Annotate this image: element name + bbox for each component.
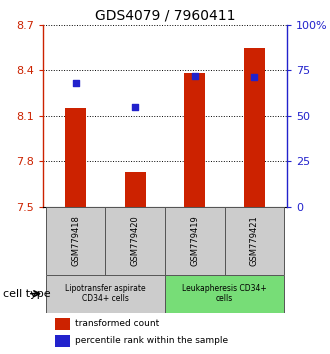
Bar bbox=[244, 47, 265, 206]
Text: percentile rank within the sample: percentile rank within the sample bbox=[75, 337, 228, 346]
Text: GSM779418: GSM779418 bbox=[71, 215, 80, 266]
Title: GDS4079 / 7960411: GDS4079 / 7960411 bbox=[95, 8, 235, 22]
Bar bbox=[65, 108, 86, 206]
Text: transformed count: transformed count bbox=[75, 319, 159, 329]
Bar bbox=[46, 206, 106, 275]
Text: GSM779420: GSM779420 bbox=[131, 215, 140, 266]
Bar bbox=[184, 73, 205, 206]
Text: cell type: cell type bbox=[3, 289, 51, 299]
Bar bbox=[55, 335, 70, 347]
Text: GSM779421: GSM779421 bbox=[250, 215, 259, 266]
Point bbox=[73, 80, 78, 86]
Bar bbox=[125, 172, 146, 206]
Point bbox=[192, 73, 197, 79]
Text: Leukapheresis CD34+
cells: Leukapheresis CD34+ cells bbox=[182, 284, 267, 303]
Point bbox=[252, 75, 257, 80]
Text: GSM779419: GSM779419 bbox=[190, 215, 199, 266]
Bar bbox=[106, 206, 165, 275]
Bar bbox=[165, 206, 224, 275]
Text: Lipotransfer aspirate
CD34+ cells: Lipotransfer aspirate CD34+ cells bbox=[65, 284, 146, 303]
Bar bbox=[165, 275, 284, 313]
Bar bbox=[55, 318, 70, 330]
Bar bbox=[224, 206, 284, 275]
Point bbox=[133, 104, 138, 109]
Bar bbox=[46, 275, 165, 313]
